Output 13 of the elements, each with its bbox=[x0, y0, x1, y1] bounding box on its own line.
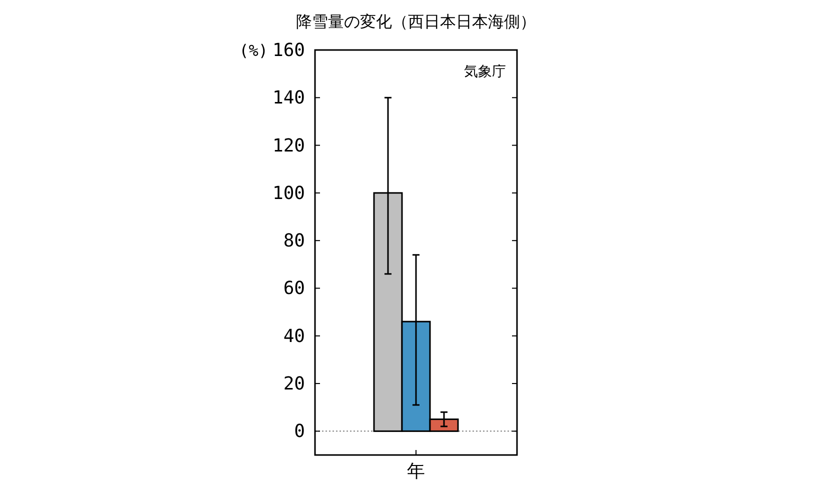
y-tick-label: 140 bbox=[272, 88, 305, 109]
y-tick-label: 80 bbox=[283, 230, 305, 252]
y-axis-title: (%) bbox=[239, 41, 268, 60]
y-tick-label: 160 bbox=[272, 40, 305, 61]
y-tick-label: 60 bbox=[283, 278, 305, 300]
y-tick-label: 40 bbox=[283, 326, 305, 347]
y-tick-label: 100 bbox=[272, 182, 305, 204]
chart-title: 降雪量の変化（西日本日本海側） bbox=[296, 12, 536, 31]
y-tick-label: 120 bbox=[272, 135, 305, 156]
y-tick-label: 0 bbox=[294, 421, 305, 442]
y-tick-label: 20 bbox=[283, 374, 305, 395]
x-tick-label: 年 bbox=[407, 461, 425, 482]
annotation: 気象庁 bbox=[464, 64, 506, 80]
